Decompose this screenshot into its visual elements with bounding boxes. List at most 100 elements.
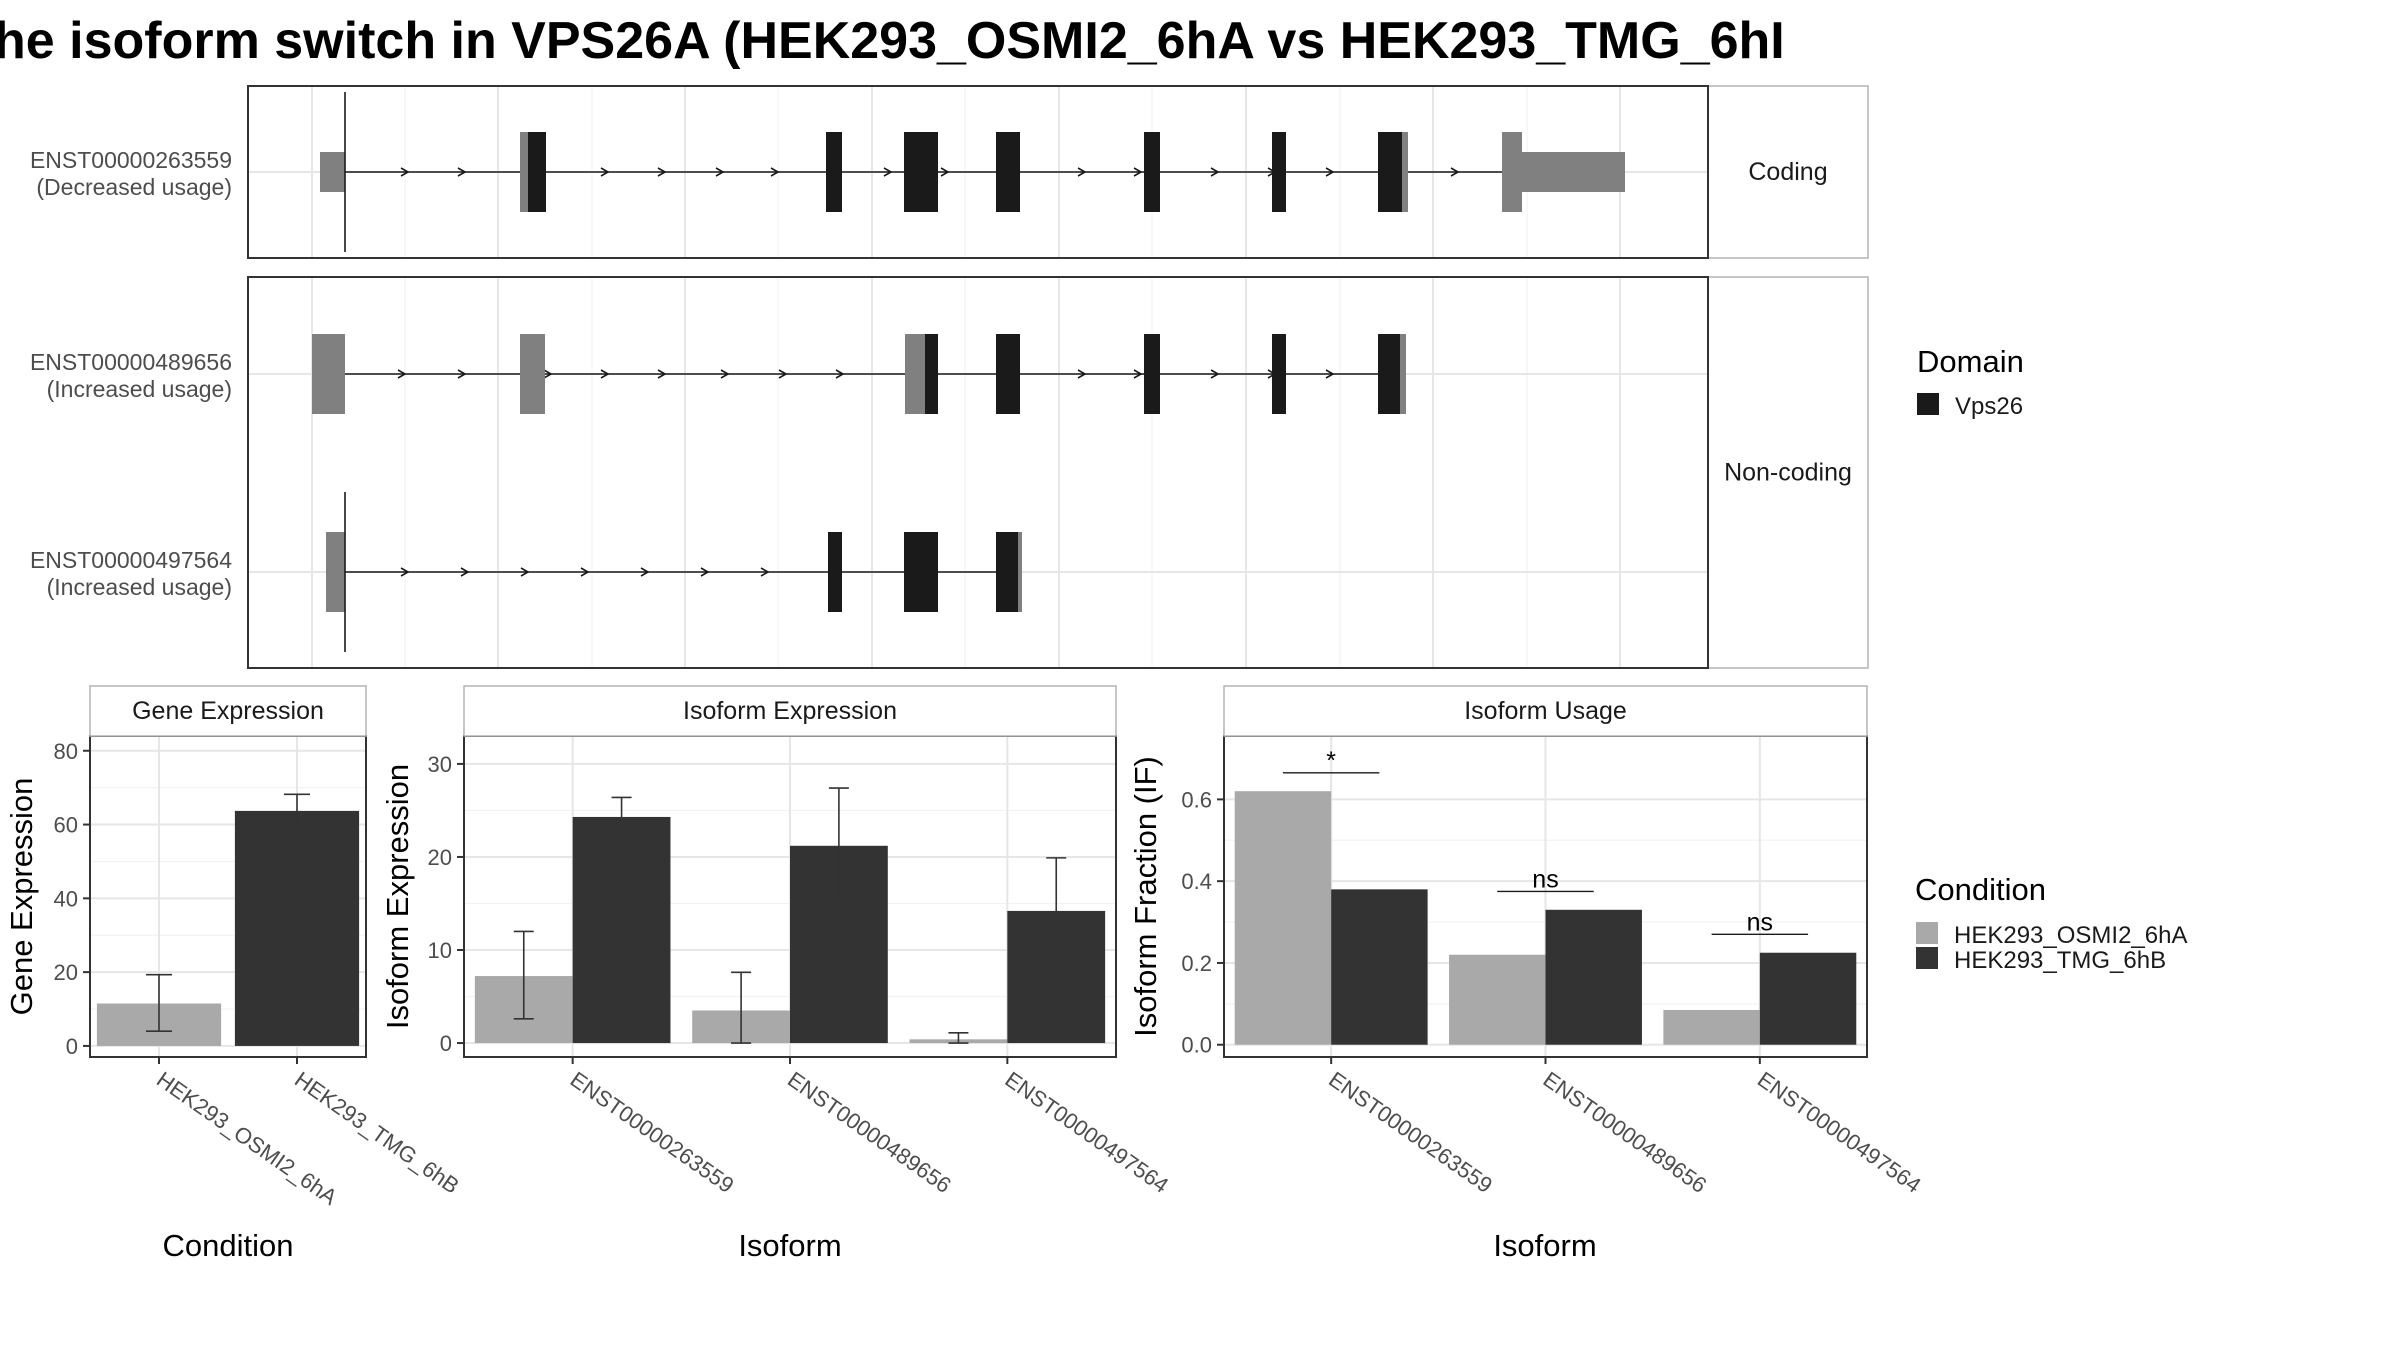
x-tick-label: ENST00000489656 [783, 1067, 956, 1198]
structure-strip-label: Coding [1748, 158, 1827, 186]
domain-exon [528, 132, 546, 212]
direction-arrow [1210, 167, 1220, 177]
y-tick-label: 0 [440, 1031, 452, 1056]
y-tick-label: 30 [428, 752, 452, 777]
bar [1449, 954, 1546, 1045]
facet-strip-label: Gene Expression [132, 697, 324, 725]
transcript-usage-label: (Increased usage) [47, 574, 232, 600]
direction-arrow [940, 167, 950, 177]
chart-isoform-expression: 0 10 20 30 ENST00000263559 ENST00000489656 ENS… [380, 685, 1173, 1263]
facet-strip [89, 685, 367, 737]
direction-arrow [600, 369, 610, 379]
error-bar [1046, 857, 1067, 964]
condition-legend-title: Condition [1915, 872, 2046, 907]
y-tick-label: 10 [428, 938, 452, 963]
transcript-structure-panel: Coding Non-coding ENST00000263559(Decrease… [30, 85, 1869, 669]
transcript-usage-label: (Increased usage) [47, 376, 232, 402]
direction-arrow [1325, 369, 1335, 379]
bar [572, 816, 671, 1044]
direction-arrow [1077, 167, 1087, 177]
bar [1331, 889, 1428, 1045]
bar-charts: 020406080HEK293_OSMI2_6hAHEK293_TMG_6hBG… [4, 685, 1926, 1263]
utr-block [312, 334, 345, 414]
direction-arrow [1133, 369, 1143, 379]
y-tick-label: 60 [54, 813, 78, 838]
direction-arrow [640, 567, 650, 577]
y-tick-label: 80 [54, 739, 78, 764]
domain-exon [996, 334, 1020, 414]
error-bar [284, 793, 310, 829]
direction-arrow [778, 369, 788, 379]
direction-arrow [580, 567, 590, 577]
chart-isoform-usage: 0.0 0.2 0.4 0.6 * ns ns ENST00000263559 ENST0000… [1128, 685, 1926, 1263]
figure-title: he isoform switch in VPS26A (HEK293_OSMI… [0, 12, 1785, 70]
y-tick-label: 20 [54, 960, 78, 985]
error-bar [146, 973, 172, 1032]
structure-facet-border [247, 85, 1709, 259]
direction-arrow [1210, 369, 1220, 379]
facet-strip [1223, 685, 1868, 737]
error-bar [731, 971, 752, 1044]
y-tick-label: 0.0 [1181, 1033, 1212, 1058]
y-tick-label: 0.4 [1181, 869, 1212, 894]
direction-arrow [460, 567, 470, 577]
transcript-id-label: ENST00000489656 [30, 349, 232, 375]
significance-label: ns [1532, 865, 1558, 893]
facet-strip-label: Isoform Expression [683, 697, 897, 725]
structure-facet-border [247, 276, 1709, 669]
domain-exon [1378, 132, 1402, 212]
x-axis-title: Isoform [738, 1228, 841, 1263]
utr-block [320, 152, 345, 192]
x-tick-label: ENST00000263559 [1324, 1067, 1497, 1198]
direction-arrow [397, 369, 407, 379]
y-axis-title: Isoform Expression [380, 764, 415, 1029]
legend-label-tmg: HEK293_TMG_6hB [1954, 947, 2166, 974]
legend-key-osmi2 [1916, 922, 1938, 944]
error-bar [513, 930, 534, 1020]
error-bar [611, 796, 632, 838]
x-tick-label: ENST00000497564 [1753, 1067, 1926, 1198]
direction-arrow [720, 369, 730, 379]
utr-block [1400, 334, 1406, 414]
domain-exon [828, 532, 842, 612]
domain-exon [1144, 334, 1160, 414]
condition-legend: Condition HEK293_OSMI2_6hA HEK293_TMG_6h… [1915, 872, 2187, 974]
x-tick-label: ENST00000497564 [1000, 1067, 1173, 1198]
direction-arrow [770, 167, 780, 177]
transcript-usage-label: (Decreased usage) [36, 174, 232, 200]
structure-strip [1707, 85, 1869, 259]
utr-block [520, 132, 528, 212]
legend-key-tmg [1916, 947, 1938, 969]
direction-arrow [400, 567, 410, 577]
utr-block [1502, 132, 1522, 212]
domain-exon [1272, 334, 1286, 414]
direction-arrow [700, 567, 710, 577]
domain-exon [1144, 132, 1160, 212]
domain-exon [826, 132, 842, 212]
bar [1234, 791, 1332, 1045]
y-tick-label: 0 [66, 1034, 78, 1059]
significance-label: ns [1747, 908, 1773, 936]
bar [234, 810, 360, 1046]
direction-arrow [1325, 167, 1335, 177]
utr-block [1402, 132, 1408, 212]
significance-label: * [1326, 747, 1336, 775]
facet-strip-label: Isoform Usage [1464, 697, 1627, 725]
y-tick-label: 0.6 [1181, 787, 1212, 812]
x-axis-title: Condition [163, 1228, 294, 1263]
direction-arrow [657, 369, 667, 379]
transcript-ENST00000489656 [312, 334, 1406, 414]
direction-arrow [543, 369, 553, 379]
transcript-ENST00000263559 [320, 92, 1625, 252]
y-tick-label: 20 [428, 845, 452, 870]
utr-block [326, 532, 345, 612]
bar [1545, 909, 1642, 1045]
error-bar [948, 1032, 969, 1044]
transcript-id-label: ENST00000263559 [30, 147, 232, 173]
direction-arrow [657, 167, 667, 177]
legend-key-vps26 [1917, 393, 1939, 415]
legend-label-vps26: Vps26 [1955, 393, 2023, 420]
y-tick-label: 40 [54, 886, 78, 911]
transcript-id-label: ENST00000497564 [30, 547, 232, 573]
domain-exon [904, 132, 938, 212]
